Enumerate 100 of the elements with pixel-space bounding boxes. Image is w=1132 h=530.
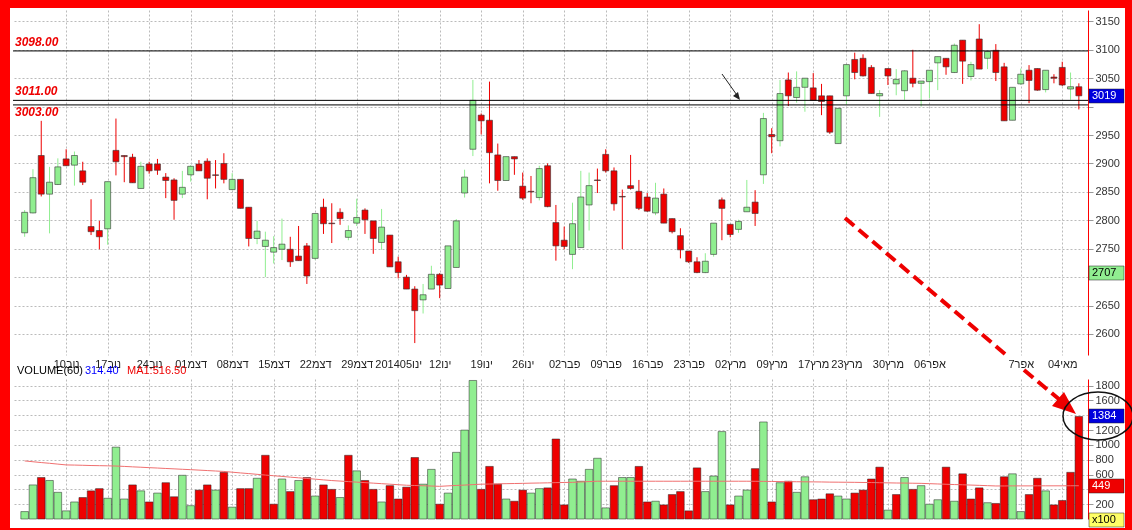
y-tick-label: 1200 [1095,423,1120,436]
bar [593,458,602,520]
bar [958,473,967,520]
candlestick [378,208,385,251]
bar [933,499,942,520]
candlestick [818,83,825,116]
bar [203,484,212,520]
bar [28,484,37,520]
bar [1033,478,1042,520]
bar [601,507,610,520]
bar [767,501,776,520]
bar [1008,473,1017,520]
x-tick-label: 08דצמ [216,357,249,370]
candlestick [718,197,726,241]
bar [228,506,237,520]
bar [842,498,851,520]
bar [875,466,884,520]
bar [1049,504,1058,520]
bar [261,455,270,520]
y-tick-label: 2750 [1095,242,1120,255]
bar [692,467,702,520]
candlestick [461,169,468,199]
bar [809,499,818,520]
y-tick-label: 2950 [1095,128,1120,141]
bar [535,488,544,520]
x-tick-label: 09פבר [590,357,623,370]
bar [277,478,287,520]
y-tick-label: 3100 [1095,43,1120,56]
bar [128,484,137,520]
bar [726,504,735,520]
bar [1000,476,1009,520]
candlestick [203,157,211,200]
candlestick [320,198,327,235]
candlestick [594,168,601,194]
bar [925,503,934,520]
candlestick [71,151,78,187]
bar [435,503,444,520]
bar [186,505,195,520]
bar [659,504,668,520]
candlestick [511,156,518,176]
candlestick [809,72,817,101]
bar [568,478,577,520]
candlestick [411,285,419,344]
bar [493,483,502,520]
bar [360,480,370,520]
candlestick [1058,61,1066,87]
candlestick [884,68,892,86]
ref-line-label: 3098.00 [15,34,59,49]
bar [369,489,378,520]
bar [70,501,79,520]
y-tick-label: 800 [1095,453,1114,466]
bar [917,485,926,520]
candlestick [585,172,593,232]
bar [477,489,486,520]
bar [161,482,170,520]
candlestick [785,72,792,107]
bar [1024,494,1034,520]
bar [950,500,959,520]
text: 3019 [1092,89,1117,101]
candlestick [295,225,302,262]
candlestick [652,182,659,216]
bar [427,469,436,520]
candlestick [801,77,809,113]
bar [153,492,162,520]
candlestick [120,155,128,183]
bar [269,503,278,520]
candlestick [934,56,942,91]
bar [286,491,295,520]
bar [352,470,361,520]
x-tick-label: 02פבר [548,357,581,370]
text: x100 [1092,513,1116,525]
candlestick [112,118,120,176]
bar [518,489,527,520]
bar [510,500,519,520]
bar [302,477,311,520]
candlestick [876,89,883,118]
candlestick [79,161,87,186]
candlestick [428,265,435,290]
x-tick-label: 23פבר [673,357,706,370]
x-tick-label: 09מרץ [756,357,788,370]
candlestick [859,53,867,77]
x-tick-label: 23מרץ [831,357,863,370]
candlestick [262,231,269,278]
bar [975,487,984,520]
bar [344,455,353,520]
bar [883,509,892,520]
bar [800,476,809,520]
text: 449 [1092,479,1111,491]
bar [576,480,585,520]
bar [701,491,710,520]
y-tick-label: 2850 [1095,185,1120,198]
bar [908,489,917,520]
bar [709,475,718,520]
bar [194,489,204,520]
bar [543,487,552,520]
bar [1066,472,1075,520]
bar [742,489,751,520]
bar [502,498,511,520]
bar [1041,490,1050,520]
y-tick-label: 2650 [1095,299,1120,312]
